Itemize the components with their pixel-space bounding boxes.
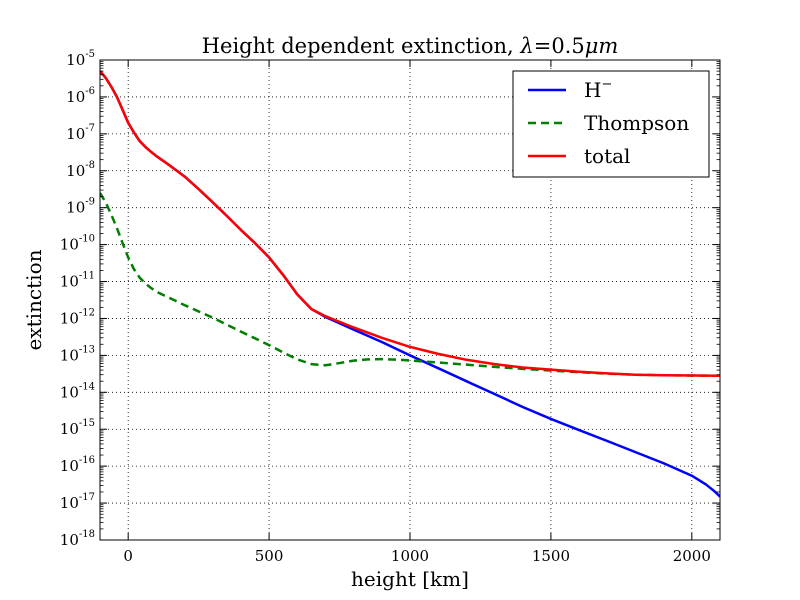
axis-ticks: 0 500 1000 1500 2000 10-5 10-6 10-7 10-8 10-9 10-1… [60,49,720,565]
y-tick-label: 10-8 [66,160,95,180]
y-tick-label: 10-5 [66,49,95,69]
x-tick-label: 500 [255,547,284,565]
y-tick-label: 10-10 [60,234,95,254]
legend-label-total: total [584,144,630,168]
chart-title: Height dependent extinction, λ=0.5μm [202,34,619,58]
x-tick-label: 2000 [673,547,711,565]
plot-series [100,70,720,498]
y-tick-label: 10-7 [66,123,95,143]
legend: H− Thompson total [512,70,710,178]
x-tick-label: 1500 [532,547,570,565]
x-tick-label: 0 [123,547,133,565]
series-line-2 [100,70,720,378]
y-tick-label: 10-13 [60,344,95,364]
y-tick-label: 10-17 [60,492,95,512]
y-tick-label: 10-15 [60,418,95,438]
y-tick-label: 10-12 [60,307,95,327]
y-tick-label: 10-9 [66,197,95,217]
plot-frame [99,59,721,541]
x-axis-label: height [km] [351,567,469,591]
y-tick-label: 10-11 [60,271,95,291]
x-tick-label: 1000 [391,547,429,565]
y-tick-label: 10-6 [66,86,95,106]
legend-label-thompson: Thompson [584,111,689,135]
y-tick-label: 10-18 [60,529,95,549]
y-tick-label: 10-16 [60,455,95,475]
legend-label-h-minus: H− [584,77,612,102]
y-axis-label: extinction [22,249,46,350]
y-tick-label: 10-14 [60,381,95,401]
